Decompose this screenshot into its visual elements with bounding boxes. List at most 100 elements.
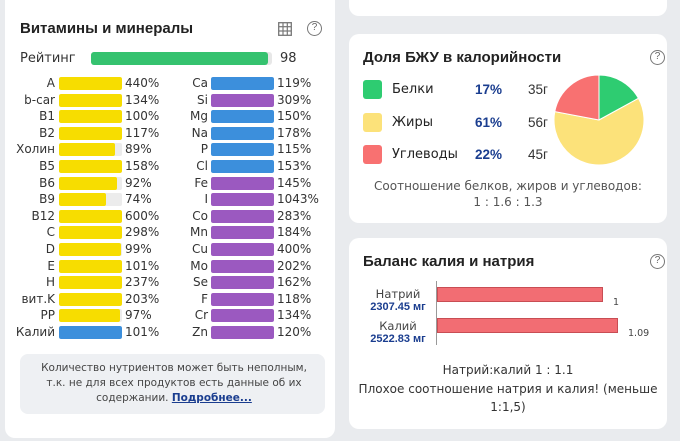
nutrient-value: 203% — [125, 291, 160, 306]
more-link[interactable]: Подробнее... — [171, 392, 252, 404]
nutrient-row: Cl 153% — [5, 159, 335, 176]
question-circle-icon[interactable]: ? — [650, 50, 665, 65]
nutrient-bar — [211, 126, 274, 140]
nutrient-value: 237% — [125, 275, 160, 290]
nutrient-bar-fill — [59, 77, 122, 90]
kna-name: Натрий — [375, 287, 421, 301]
nutrient-row: F 118% — [5, 292, 335, 309]
vitamins-title: Витамины и минералы — [20, 20, 194, 37]
nutrient-name: Fe — [194, 175, 208, 190]
nutrient-name: P — [200, 142, 208, 157]
nutrient-bar — [59, 110, 122, 124]
legend-swatch — [363, 80, 382, 99]
nutrient-name: B1 — [39, 109, 55, 124]
nutrient-name: C — [46, 225, 55, 240]
nutrient-bar — [211, 226, 274, 240]
nutrient-row: Co 283% — [5, 209, 335, 226]
nutrient-row: Na 178% — [5, 126, 335, 143]
nutrient-bar-fill — [211, 126, 274, 140]
nutrient-name: B12 — [31, 208, 55, 223]
nutrient-row: B5 158% — [5, 159, 335, 176]
nutrient-bar — [59, 209, 122, 223]
nutrient-bar-fill — [59, 326, 122, 339]
kna-name: Калий — [379, 319, 417, 333]
legend-grams: 35г — [528, 82, 548, 97]
nutrient-name: F — [201, 291, 208, 306]
nutrient-row: Se 162% — [5, 275, 335, 292]
nutrient-row: Mo 202% — [5, 259, 335, 276]
nutrient-bar — [59, 193, 122, 207]
nutrient-value: 158% — [125, 159, 160, 173]
bju-pie-chart — [553, 74, 645, 166]
nutrient-bar-fill — [211, 326, 274, 339]
legend-name: Углеводы — [392, 147, 458, 162]
question-circle-icon[interactable]: ? — [650, 254, 665, 269]
nutrient-bar — [211, 292, 274, 306]
nutrient-bar-fill — [211, 176, 274, 190]
nutrient-bar-fill — [59, 259, 122, 273]
nutrient-row: b-car 134% — [5, 93, 335, 110]
nutrient-bar-fill — [59, 193, 106, 207]
nutrient-row: E 101% — [5, 259, 335, 276]
table-icon[interactable] — [278, 22, 292, 36]
nutrient-row: B12 600% — [5, 209, 335, 226]
nutrient-bar-fill — [59, 160, 122, 173]
nutrient-bar — [59, 143, 122, 157]
nutrient-row: Si 309% — [5, 93, 335, 110]
kna-label-sodium: Натрий 2307.45 мг — [363, 288, 433, 314]
nutrient-name: PP — [40, 308, 55, 323]
nutrient-bar — [211, 143, 274, 157]
nutrient-name: Cr — [194, 308, 208, 323]
info-note: Количество нутриентов может быть неполны… — [20, 354, 325, 414]
nutrient-bar — [59, 309, 122, 323]
nutrient-value: 162% — [277, 275, 312, 290]
nutrient-row: B6 92% — [5, 176, 335, 193]
nutrient-bar-fill — [211, 143, 274, 157]
kna-warning-text: Плохое соотношение натрия и калия! (мень… — [358, 382, 658, 414]
nutrient-name: A — [46, 76, 55, 90]
nutrient-name: B6 — [39, 175, 55, 190]
kna-bar-potassium — [437, 318, 618, 333]
nutrient-value: 89% — [125, 142, 152, 157]
legend-grams: 45г — [528, 147, 548, 162]
nutrient-name: Zn — [192, 325, 208, 339]
nutrient-value: 1043% — [277, 192, 319, 207]
nutrient-name: Cu — [192, 242, 208, 256]
kna-amount: 2307.45 мг — [370, 301, 426, 313]
nutrient-bar — [59, 292, 122, 306]
nutrient-value: 101% — [125, 258, 160, 273]
nutrient-bar-fill — [211, 93, 274, 107]
nutrient-value: 99% — [125, 242, 152, 256]
nutrient-name: I — [204, 192, 208, 207]
legend-name: Жиры — [392, 115, 433, 130]
kna-card — [349, 238, 667, 429]
nutrient-bar — [211, 276, 274, 290]
nutrient-name: B9 — [39, 192, 55, 207]
nutrient-bar — [59, 126, 122, 140]
nutrient-bar-fill — [211, 292, 274, 306]
nutrient-bar-fill — [59, 143, 116, 157]
nutrient-bar-fill — [211, 110, 274, 124]
nutrient-name: D — [45, 242, 55, 256]
nutrient-value: 153% — [277, 159, 312, 173]
nutrient-value: 134% — [125, 92, 160, 107]
vitamins-card: Витамины и минералы ? Рейтинг 98 A 440% b-… — [5, 0, 335, 438]
nutrient-name: H — [45, 275, 55, 290]
nutrient-value: 118% — [277, 291, 312, 306]
nutrient-row: I 1043% — [5, 192, 335, 209]
nutrient-bar — [211, 77, 274, 90]
nutrient-bar — [59, 176, 122, 190]
nutrient-bar-fill — [59, 309, 121, 323]
nutrient-value: 97% — [125, 308, 152, 323]
nutrient-name: Ca — [192, 76, 208, 90]
nutrient-bar-fill — [59, 276, 122, 290]
nutrient-bar — [211, 326, 274, 339]
nutrient-bar-fill — [59, 226, 122, 240]
nutrient-bar-fill — [211, 243, 274, 256]
rating-value: 98 — [280, 51, 297, 66]
nutrient-value: 400% — [277, 242, 312, 256]
question-circle-icon[interactable]: ? — [307, 21, 322, 36]
rating-bar — [91, 52, 272, 65]
bju-ratio: 1 : 1.6 : 1.3 — [473, 195, 543, 209]
nutrient-row: Zn 120% — [5, 325, 335, 342]
